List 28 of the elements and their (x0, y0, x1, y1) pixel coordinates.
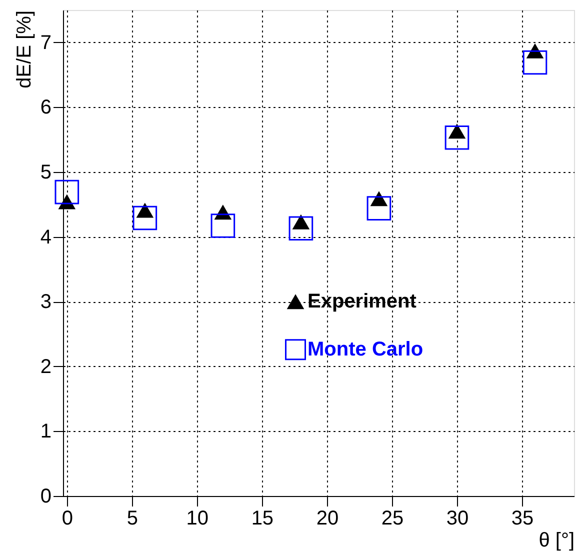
y-tick-label: 6 (40, 96, 52, 119)
x-tick-label: 20 (316, 508, 339, 530)
x-tick-label: 15 (251, 508, 274, 530)
x-tick-label: 35 (511, 508, 534, 530)
point (522, 50, 548, 75)
x-tick-label: 25 (381, 508, 404, 530)
point (210, 214, 236, 238)
point (370, 191, 388, 206)
y-tick-label: 3 (40, 291, 52, 314)
point (444, 126, 470, 150)
y-axis-title: dE/E [%] (13, 10, 36, 88)
x-tick-label: 30 (446, 508, 469, 530)
y-tick-label: 2 (40, 356, 52, 378)
y-tick-label: 4 (40, 226, 52, 248)
x-axis-title: θ [°] (538, 530, 574, 552)
x-tick-label: 5 (126, 508, 138, 530)
point (54, 180, 80, 204)
point (366, 196, 392, 220)
point (132, 206, 158, 230)
x-tick-label: 10 (186, 508, 209, 530)
point (288, 216, 314, 241)
x-tick-label: 0 (62, 508, 73, 530)
legend-label: Experiment (308, 290, 417, 313)
y-tick-label: 1 (40, 420, 52, 443)
y-tick-label: 5 (40, 162, 52, 184)
y-tick-label: 0 (40, 486, 52, 508)
legend-label: Monte Carlo (308, 338, 424, 361)
y-tick-label: 7 (40, 32, 52, 54)
